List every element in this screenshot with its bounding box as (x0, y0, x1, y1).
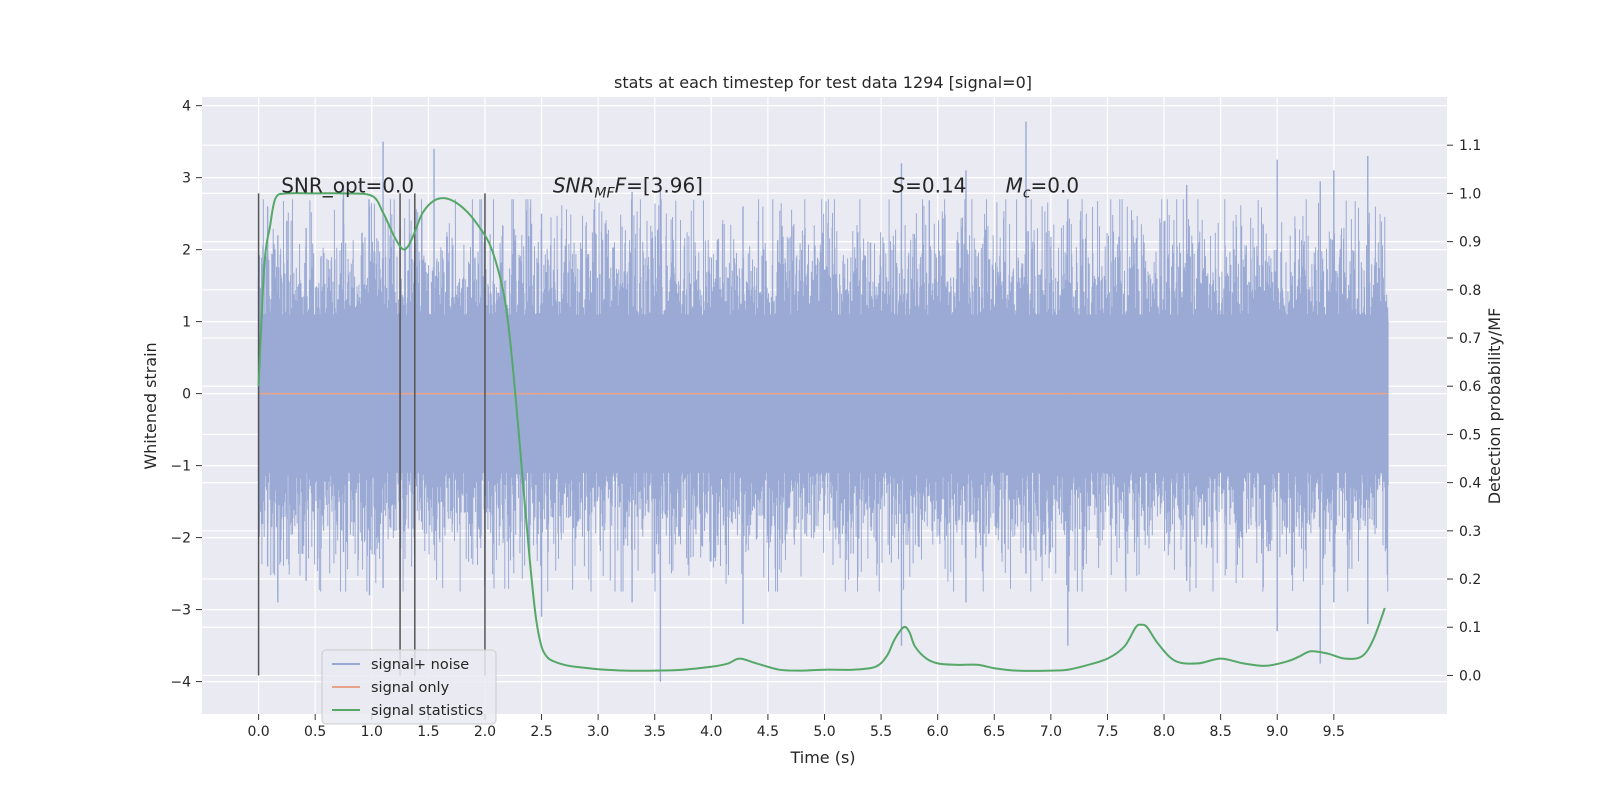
y-tick-label: 1 (182, 315, 191, 331)
y-tick-label: 2 (182, 243, 191, 259)
y2-tick-label: 0.0 (1459, 668, 1481, 684)
x-tick-label: 4.0 (700, 724, 722, 740)
y2-tick-label: 0.3 (1459, 524, 1481, 540)
x-tick-label: 7.5 (1096, 724, 1118, 740)
y-axis-right: 1.1 1.0 0.9 0.8 0.7 0.6 0.5 0.4 0.3 0.2 0.1 0.0 (1447, 138, 1481, 684)
legend: signal+ noise signal only signal statistic… (321, 649, 497, 725)
legend-label: signal only (371, 680, 450, 696)
x-tick-label: 1.5 (417, 724, 439, 740)
legend-label: signal+ noise (371, 657, 469, 673)
y-tick-label: 0 (182, 387, 191, 403)
x-tick-label: 7.0 (1040, 724, 1062, 740)
y-tick-label: 4 (182, 99, 191, 115)
x-tick-label: 9.0 (1266, 724, 1288, 740)
y2-axis-title: Detection probability/MF (1485, 308, 1504, 505)
y-tick-label: −1 (170, 459, 191, 475)
annotation-snr-opt: SNR_opt=0.0 (281, 173, 414, 197)
annotation-snr-mf-main: SNRMFF=[3.96] (553, 173, 703, 201)
x-axis-title: Time (s) (789, 748, 855, 767)
y2-tick-label: 1.0 (1459, 186, 1481, 202)
signal-statistics-series (257, 192, 1386, 672)
x-tick-label: 5.5 (870, 724, 892, 740)
x-tick-label: 8.0 (1153, 724, 1175, 740)
y-tick-label: −4 (170, 675, 191, 691)
y2-tick-label: 0.2 (1459, 572, 1481, 588)
legend-box (321, 649, 497, 725)
x-tick-label: 3.0 (587, 724, 609, 740)
y-axis-left: 4 3 2 1 0 −1 −2 −3 −4 (170, 99, 202, 691)
x-tick-label: 9.5 (1323, 724, 1345, 740)
y2-tick-label: 0.1 (1459, 620, 1481, 636)
y2-tick-label: 0.7 (1459, 331, 1481, 347)
x-tick-label: 3.5 (644, 724, 666, 740)
y-tick-label: −3 (170, 603, 191, 619)
x-tick-label: 6.5 (983, 724, 1005, 740)
y-axis-title: Whitened strain (141, 342, 160, 469)
x-tick-label: 6.0 (927, 724, 949, 740)
y-tick-label: 3 (182, 171, 191, 187)
y-tick-label: −2 (170, 531, 191, 547)
x-tick-label: 8.5 (1210, 724, 1232, 740)
x-tick-label: 0.0 (247, 724, 269, 740)
chart-title: stats at each timestep for test data 129… (614, 73, 1032, 92)
y2-tick-label: 0.6 (1459, 379, 1481, 395)
y2-tick-label: 0.8 (1459, 283, 1481, 299)
vertical-markers (257, 193, 486, 676)
x-tick-label: 0.5 (304, 724, 326, 740)
annotations: SNR_opt=0.0 SNRMFF=[3.96] S=0.14 Mc=0.0 (281, 173, 1079, 201)
annotation-mc-value: Mc=0.0 (1006, 173, 1080, 201)
x-axis: 0.0 0.5 1.0 1.5 2.0 2.5 3.0 3.5 4.0 4.5 5.0 5.5 6.0 6… (247, 714, 1345, 740)
x-tick-label: 5.0 (813, 724, 835, 740)
legend-label: signal statistics (371, 703, 483, 719)
annotation-s-value: S=0.14 (892, 173, 966, 197)
x-tick-label: 1.0 (361, 724, 383, 740)
y2-tick-label: 0.9 (1459, 235, 1481, 251)
x-tick-label: 2.5 (530, 724, 552, 740)
y2-tick-label: 0.4 (1459, 476, 1481, 492)
y2-tick-label: 0.5 (1459, 427, 1481, 443)
x-tick-label: 4.5 (757, 724, 779, 740)
x-tick-label: 2.0 (474, 724, 496, 740)
y2-tick-label: 1.1 (1459, 138, 1481, 154)
